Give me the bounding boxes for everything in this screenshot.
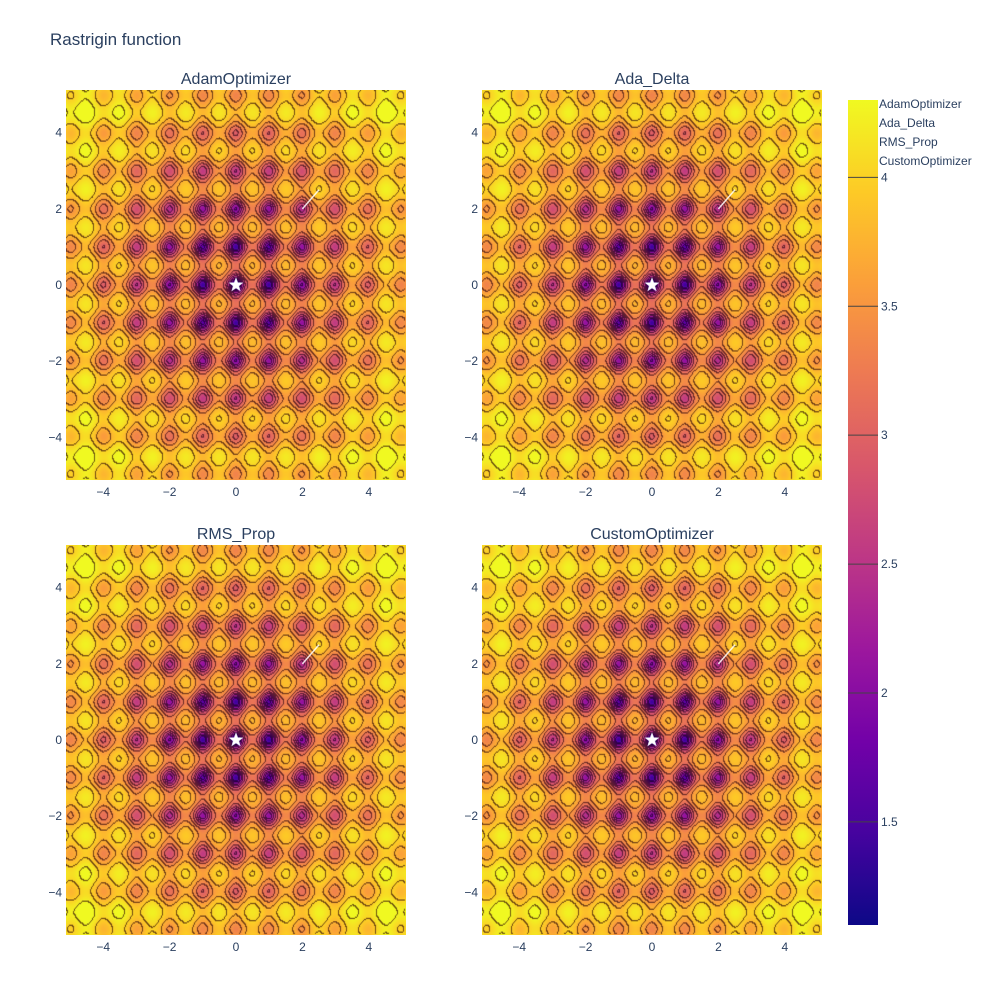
y-tick-label: 4 [471,126,478,140]
colorbar-ticks: 1.5 2 2.5 3 3.5 4 [848,170,898,829]
x-tick-label: −4 [512,485,526,499]
global-minimum-star [644,277,660,292]
global-minimum-star [228,732,244,747]
x-tick-label: 4 [365,485,372,499]
colorbar-tick-label: 1.5 [881,815,898,829]
colorbar: 1.5 2 2.5 3 3.5 4 [848,100,898,925]
x-tick-label: −2 [579,485,593,499]
y-tick-label: 0 [471,278,478,292]
legend-entry[interactable]: RMS_Prop [879,135,938,149]
legend-entry[interactable]: Ada_Delta [879,116,935,130]
x-tick-label: −4 [96,940,110,954]
figure-title: Rastrigin function [50,30,181,49]
subplot-2: Ada_Delta −4 −2 0 2 4 −4 −2 0 2 4 [464,71,822,499]
colorbar-tick-label: 2.5 [881,557,898,571]
x-tick-label: −2 [163,485,177,499]
y-tick-label: −2 [464,809,478,823]
x-tick-label: 2 [299,940,306,954]
y-tick-label: 4 [55,581,62,595]
colorbar-tick-label: 3.5 [881,299,898,313]
subplot-title: Ada_Delta [615,71,690,88]
legend-entry[interactable]: AdamOptimizer [879,97,962,111]
x-tick-label: −4 [512,940,526,954]
y-tick-label: −2 [464,354,478,368]
legend: AdamOptimizer Ada_Delta RMS_Prop CustomOpti… [879,97,972,168]
x-tick-label: 0 [649,485,656,499]
y-tick-label: 2 [55,202,62,216]
x-tick-label: −2 [163,940,177,954]
subplot-title: CustomOptimizer [590,526,714,543]
y-tick-label: −2 [48,354,62,368]
subplot-title: RMS_Prop [197,526,275,543]
optimizer-path [717,644,736,665]
colorbar-tick-label: 3 [881,428,888,442]
x-tick-label: 4 [781,940,788,954]
legend-entry[interactable]: CustomOptimizer [879,154,972,168]
y-tick-label: −2 [48,809,62,823]
y-tick-label: −4 [464,430,478,444]
x-tick-label: 4 [781,485,788,499]
y-tick-label: 4 [55,126,62,140]
colorbar-tick-label: 2 [881,686,888,700]
subplot-3: RMS_Prop −4 −2 0 2 4 −4 −2 0 2 4 [48,526,406,954]
y-tick-label: 2 [471,657,478,671]
y-tick-label: 0 [55,733,62,747]
y-tick-label: 0 [55,278,62,292]
subplot-4: CustomOptimizer −4 −2 0 2 4 −4 −2 0 2 4 [464,526,822,954]
x-tick-label: 2 [715,485,722,499]
y-tick-label: 0 [471,733,478,747]
y-tick-label: −4 [48,885,62,899]
optimizer-path [301,644,320,665]
x-tick-label: 0 [233,940,240,954]
global-minimum-star [228,277,244,292]
global-minimum-star [644,732,660,747]
subplot-1: AdamOptimizer −4 −2 0 2 4 −4 −2 0 2 4 [48,71,406,499]
y-tick-label: −4 [464,885,478,899]
subplots: AdamOptimizer −4 −2 0 2 4 −4 −2 0 2 4 Ada_Delta −4 −2… [48,71,822,954]
y-tick-label: 2 [471,202,478,216]
x-tick-label: 0 [233,485,240,499]
optimizer-path [301,189,320,210]
subplot-title: AdamOptimizer [181,71,292,88]
optimizer-path [717,189,736,210]
x-tick-label: −4 [96,485,110,499]
y-tick-label: −4 [48,430,62,444]
x-tick-label: 4 [365,940,372,954]
x-tick-label: 2 [715,940,722,954]
x-tick-label: 2 [299,485,306,499]
x-tick-label: −2 [579,940,593,954]
y-tick-label: 4 [471,581,478,595]
colorbar-gradient [848,100,878,925]
y-tick-label: 2 [55,657,62,671]
x-tick-label: 0 [649,940,656,954]
colorbar-tick-label: 4 [881,170,888,184]
